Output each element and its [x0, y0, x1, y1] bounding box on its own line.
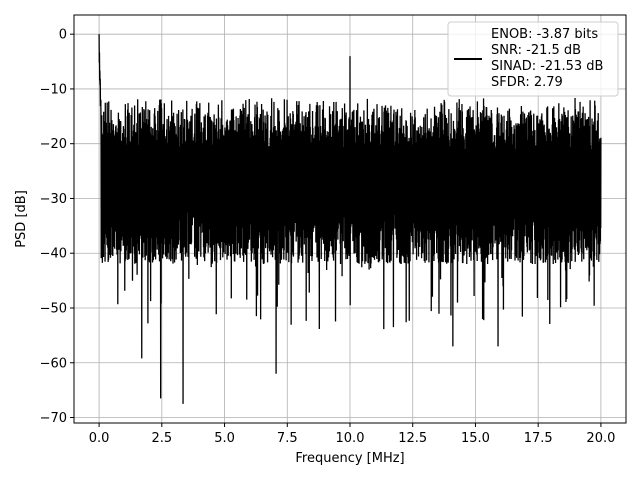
y-axis-label: PSD [dB]	[14, 190, 29, 248]
y-tick-label: −60	[40, 356, 67, 371]
x-tick-label: 0.0	[89, 431, 110, 446]
psd-series-line	[98, 34, 602, 404]
legend-entry-enob: ENOB: -3.87 bits	[491, 27, 598, 42]
y-tick-label: −30	[40, 192, 67, 207]
y-tick-label: −50	[40, 301, 67, 316]
legend: ENOB: -3.87 bits SNR: -21.5 dB SINAD: -2…	[447, 21, 619, 97]
legend-entry-snr: SNR: -21.5 dB	[491, 43, 581, 58]
x-tick-label: 7.5	[277, 431, 298, 446]
x-tick-label: 12.5	[398, 431, 427, 446]
x-axis-label: Frequency [MHz]	[295, 451, 404, 466]
y-tick-label: −70	[40, 411, 67, 426]
x-tick-label: 2.5	[151, 431, 172, 446]
legend-box	[447, 21, 619, 97]
legend-entry-sfdr: SFDR: 2.79	[491, 75, 563, 90]
y-tick-label: 0	[59, 28, 67, 43]
y-axis: 0 −10 −20 −30 −40 −50 −60 −70	[40, 28, 74, 426]
y-tick-label: −10	[40, 82, 67, 97]
x-tick-label: 15.0	[461, 431, 490, 446]
x-tick-label: 20.0	[586, 431, 615, 446]
y-tick-label: −20	[40, 137, 67, 152]
x-tick-label: 5.0	[214, 431, 235, 446]
y-tick-label: −40	[40, 247, 67, 262]
legend-entry-sinad: SINAD: -21.53 dB	[491, 59, 603, 74]
x-tick-label: 17.5	[524, 431, 553, 446]
x-axis: 0.0 2.5 5.0 7.5 10.0 12.5 15.0 17.5 20.0	[89, 423, 615, 446]
x-tick-label: 10.0	[336, 431, 365, 446]
